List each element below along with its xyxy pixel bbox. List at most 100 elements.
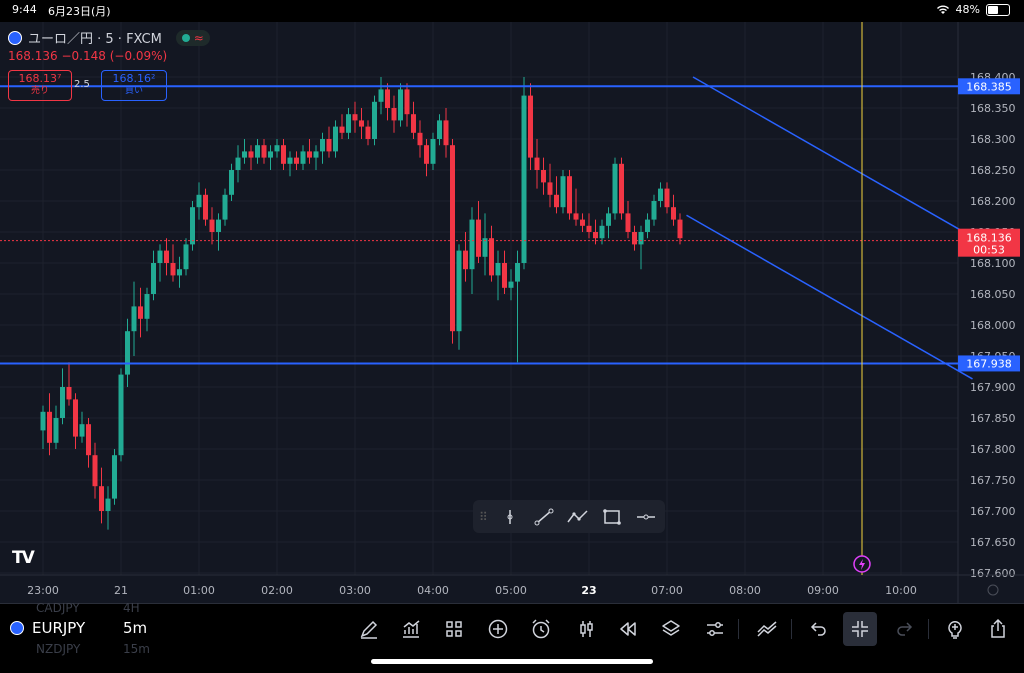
candle-body (216, 219, 221, 232)
time-tick-label: 04:00 (417, 584, 449, 597)
candle-body (625, 213, 631, 232)
ideas-icon[interactable] (942, 616, 968, 642)
candle-body (352, 114, 358, 121)
symbol-selector[interactable]: EURJPY (10, 619, 85, 637)
candle-body (313, 151, 319, 158)
candle-body (534, 157, 540, 170)
layout-grid-icon[interactable] (441, 616, 467, 642)
candle-body (424, 145, 429, 164)
candle-body (476, 219, 481, 257)
candle-body (333, 126, 338, 152)
candle-body (222, 194, 228, 220)
status-bar: 9:44 6月23日(月) 48% (0, 0, 1024, 22)
data-delay-icon: ≈ (193, 30, 204, 45)
price-tick-label: 168.100 (970, 257, 1016, 270)
candle-body (242, 151, 247, 158)
horizontal-line-label-bg (958, 355, 1020, 372)
candle-body (567, 176, 572, 214)
interval-selector[interactable]: 5m (123, 619, 148, 637)
symbol-name: EURJPY (32, 619, 86, 637)
candle-body (73, 399, 78, 437)
candle-body (196, 194, 202, 208)
sell-button[interactable]: 168.13⁷ 売り (8, 70, 72, 101)
layers-icon[interactable] (658, 616, 684, 642)
indicators-icon[interactable] (398, 616, 424, 642)
candle-body (53, 418, 59, 443)
candle-body (203, 194, 208, 220)
price-tick-label: 168.200 (970, 195, 1016, 208)
candle-body (404, 89, 410, 115)
candle-body (190, 207, 195, 245)
candle-body (235, 157, 241, 170)
candle-body (229, 170, 234, 195)
candle-body (60, 387, 65, 418)
market-open-icon (181, 33, 190, 42)
vertical-line-icon[interactable] (493, 500, 527, 533)
home-indicator[interactable] (371, 659, 653, 664)
change-percent: (−0.09%) (109, 49, 168, 63)
tradingview-logo[interactable]: TV (12, 548, 35, 568)
symbol-title[interactable]: ユーロ／円 · 5 · FXCM (28, 32, 162, 47)
time-tick-label: 07:00 (651, 584, 683, 597)
buy-price: 168.16² (112, 72, 156, 85)
candle-body (47, 411, 52, 443)
separator (791, 619, 792, 639)
path-icon[interactable] (561, 500, 595, 533)
horizontal-line-label-bg (958, 78, 1020, 95)
price-tick-label: 167.650 (970, 536, 1016, 549)
replay-icon[interactable] (615, 616, 641, 642)
separator (928, 619, 929, 639)
collapse-icon[interactable] (843, 612, 877, 646)
current-price-tag (958, 228, 1020, 257)
candle-body (671, 207, 676, 220)
price-tick-label: 167.750 (970, 474, 1016, 487)
horizontal-ray-icon[interactable] (629, 500, 663, 533)
candle-body (359, 120, 364, 127)
alarm-icon[interactable] (528, 616, 554, 642)
candle-body (287, 157, 293, 164)
candle-body (307, 151, 312, 158)
candle-body (300, 151, 306, 164)
candle-body (521, 95, 527, 263)
current-price-label: 168.136 (966, 232, 1012, 245)
candle-body (398, 89, 403, 121)
time-tick-label: 21 (114, 584, 128, 597)
candle-body (248, 151, 254, 158)
candle-body (606, 213, 611, 226)
strategy-icon[interactable] (754, 616, 780, 642)
candle-body (378, 89, 384, 102)
candle-body (593, 232, 598, 239)
last-price: 168.136 (8, 49, 58, 63)
candle-body (658, 188, 663, 201)
trend-line-icon[interactable] (527, 500, 561, 533)
candle-body (99, 486, 104, 511)
settings-sliders-icon[interactable] (702, 616, 728, 642)
undo-icon[interactable] (805, 616, 831, 642)
candle-body (346, 114, 351, 133)
rectangle-icon[interactable] (595, 500, 629, 533)
candle-body (411, 114, 416, 133)
symbol-flag-icon (8, 30, 22, 45)
plus-circle-icon[interactable] (485, 616, 511, 642)
market-status-pill[interactable]: ≈ (175, 29, 210, 46)
candle-body (443, 120, 449, 146)
candle-body (209, 219, 215, 232)
candle-body (599, 225, 605, 239)
candle-body (170, 263, 176, 276)
candle-body (430, 139, 436, 164)
price-tick-label: 167.600 (970, 567, 1016, 580)
time-tick-label: 10:00 (885, 584, 917, 597)
price-tick-label: 168.350 (970, 102, 1016, 115)
drag-handle-icon[interactable]: ⠿ (479, 509, 488, 524)
share-icon[interactable] (985, 616, 1011, 642)
redo-icon[interactable] (892, 616, 918, 642)
candle-body (437, 120, 442, 139)
candle-body (372, 101, 377, 139)
buy-button[interactable]: 168.16² 買い (101, 70, 167, 101)
candle-body (677, 219, 683, 239)
bar-countdown: 00:53 (973, 244, 1005, 257)
candle-style-icon[interactable] (573, 616, 599, 642)
brush-icon[interactable] (356, 616, 382, 642)
price-tick-label: 167.700 (970, 505, 1016, 518)
status-time: 9:44 (12, 3, 37, 16)
